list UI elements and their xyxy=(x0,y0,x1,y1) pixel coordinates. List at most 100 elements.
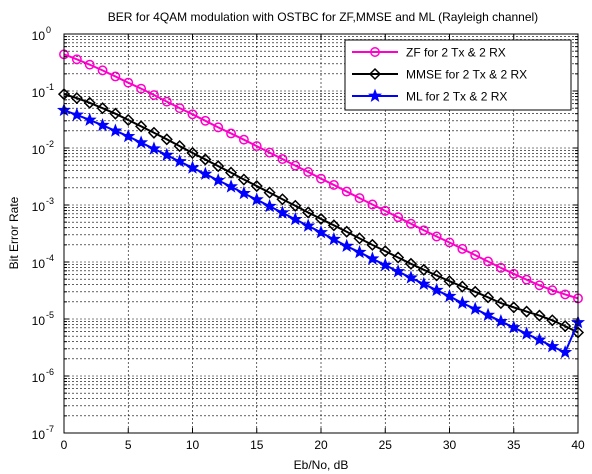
data-point xyxy=(96,102,109,115)
legend-marker xyxy=(368,67,382,81)
x-tick-label: 30 xyxy=(443,438,457,452)
data-point xyxy=(392,251,405,264)
y-tick-label: 10 xyxy=(32,257,46,271)
data-point xyxy=(534,280,545,291)
data-point xyxy=(159,147,174,162)
data-point xyxy=(393,212,404,223)
data-point xyxy=(519,326,534,340)
x-tick-label: 0 xyxy=(61,438,68,452)
legend-label: ZF for 2 Tx & 2 RX xyxy=(406,46,506,60)
data-point xyxy=(365,251,380,265)
data-point xyxy=(250,179,263,193)
data-point xyxy=(481,291,495,304)
data-point xyxy=(418,225,429,236)
series-diamond xyxy=(57,88,585,339)
x-tick-label: 10 xyxy=(186,438,200,452)
data-point xyxy=(95,117,110,132)
data-point xyxy=(547,285,558,296)
data-point xyxy=(262,198,277,213)
y-tick-label: 10 xyxy=(32,371,46,385)
data-point xyxy=(314,212,328,225)
data-point xyxy=(391,264,406,278)
data-point xyxy=(533,309,546,322)
data-point xyxy=(226,128,237,139)
data-point xyxy=(237,173,250,186)
data-point xyxy=(71,54,82,65)
y-tick-label: 10 xyxy=(32,428,46,442)
data-point xyxy=(122,113,135,127)
data-point xyxy=(380,205,391,216)
data-point xyxy=(367,199,378,210)
data-point xyxy=(289,199,302,212)
y-tick-exponent: -5 xyxy=(46,310,54,320)
data-point xyxy=(185,160,200,174)
data-point xyxy=(161,96,172,107)
data-point xyxy=(136,83,147,94)
data-point xyxy=(316,173,326,184)
data-point xyxy=(211,173,226,187)
data-point xyxy=(276,193,289,206)
tick-layer: 0 5 10 15 20 25 30 35 4010-710-610-510-410-310-2… xyxy=(32,25,585,452)
data-point xyxy=(520,305,533,318)
data-point xyxy=(429,282,444,297)
y-tick-label: 10 xyxy=(32,143,46,157)
x-tick-label: 40 xyxy=(571,438,585,452)
data-point xyxy=(431,231,442,242)
y-tick-exponent: -7 xyxy=(46,424,54,434)
y-tick-exponent: -3 xyxy=(46,196,54,206)
data-point xyxy=(97,65,108,76)
data-point xyxy=(238,134,249,145)
y-tick-label: 10 xyxy=(32,200,46,214)
data-point xyxy=(301,218,316,232)
data-point xyxy=(82,112,97,126)
data-point xyxy=(83,96,96,109)
y-tick-exponent: -1 xyxy=(46,82,54,92)
data-point xyxy=(406,218,416,229)
y-tick-exponent: 0 xyxy=(46,25,51,35)
data-point xyxy=(70,92,83,105)
data-point xyxy=(493,313,508,328)
data-point xyxy=(545,339,560,353)
legend: ZF for 2 Tx & 2 RX MMSE for 2 Tx & 2 RX ML… xyxy=(344,39,572,111)
data-point xyxy=(481,307,496,322)
y-tick-exponent: -4 xyxy=(46,253,54,263)
data-point xyxy=(123,77,134,88)
data-point xyxy=(378,257,393,272)
data-point xyxy=(172,154,187,168)
series-layer xyxy=(57,49,585,359)
data-point xyxy=(340,225,353,238)
data-point xyxy=(416,276,431,291)
x-tick-label: 25 xyxy=(379,438,393,452)
data-point xyxy=(559,320,572,333)
data-point xyxy=(199,153,212,166)
x-tick-label: 15 xyxy=(250,438,264,452)
y-tick-label: 10 xyxy=(32,314,46,328)
y-tick-exponent: -6 xyxy=(46,367,54,377)
series-circle xyxy=(59,49,583,304)
data-point xyxy=(455,295,470,310)
data-point xyxy=(288,212,303,226)
data-point xyxy=(506,320,521,334)
data-point xyxy=(457,243,468,254)
data-point xyxy=(495,262,506,273)
data-point xyxy=(354,193,365,204)
data-point xyxy=(236,186,251,200)
series-line xyxy=(63,93,579,334)
legend-marker xyxy=(370,47,380,57)
legend-label: MMSE for 2 Tx & 2 RX xyxy=(406,68,527,82)
data-point xyxy=(456,280,469,293)
data-point xyxy=(532,332,547,346)
data-point xyxy=(160,133,173,146)
data-point xyxy=(110,71,121,82)
data-point xyxy=(249,192,264,206)
data-point xyxy=(69,107,84,121)
y-tick-label: 10 xyxy=(32,86,46,100)
data-point xyxy=(444,237,455,248)
data-point xyxy=(264,147,275,158)
x-axis-label: Eb/No, dB xyxy=(294,458,349,472)
data-point xyxy=(443,275,456,288)
data-point xyxy=(224,166,238,179)
data-point xyxy=(263,186,276,199)
data-point xyxy=(108,123,123,137)
